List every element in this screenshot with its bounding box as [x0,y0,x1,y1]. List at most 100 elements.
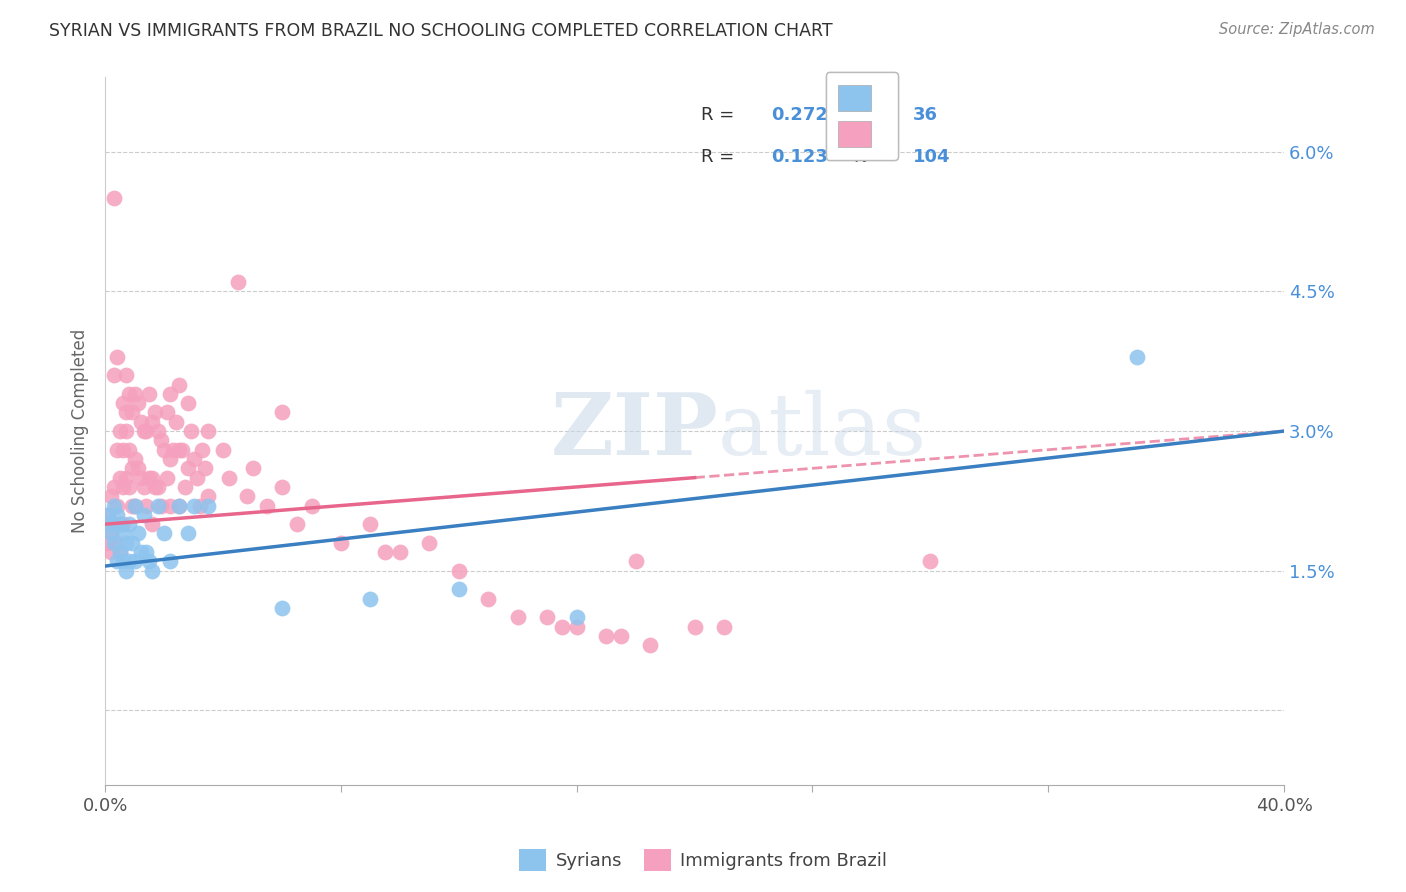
Point [148,424,170,438]
Text: N =: N = [853,106,889,124]
Point [256,499,278,513]
Point [148,480,170,494]
Point [141,415,163,429]
Point [713,619,735,633]
Point [1125,350,1147,364]
Point [197,424,219,438]
Point [115,470,138,484]
Point [108,517,131,532]
Point [111,526,134,541]
Point [105,554,128,568]
Point [271,405,294,419]
Text: 36: 36 [912,106,938,124]
Point [115,424,138,438]
Point [359,517,381,532]
Point [105,442,128,457]
Point [565,619,588,633]
Point [150,434,173,448]
Point [132,424,155,438]
Point [551,619,574,633]
Point [103,480,125,494]
Point [121,499,143,513]
Point [129,470,152,484]
Point [143,480,166,494]
Text: 0.272: 0.272 [772,106,828,124]
Point [330,535,353,549]
Legend: Syrians, Immigrants from Brazil: Syrians, Immigrants from Brazil [512,842,894,879]
Point [111,480,134,494]
Point [121,535,143,549]
Point [108,424,131,438]
Point [153,442,176,457]
Point [132,480,155,494]
Point [610,629,633,643]
Point [271,601,294,615]
Point [285,517,308,532]
Point [167,499,190,513]
Point [683,619,706,633]
Point [183,499,205,513]
Point [111,442,134,457]
Point [159,387,181,401]
Point [506,610,529,624]
Point [188,499,211,513]
Text: ZIP: ZIP [550,389,718,473]
Point [108,545,131,559]
Point [124,499,146,513]
Point [105,499,128,513]
Point [108,470,131,484]
Point [359,591,381,606]
Point [135,424,157,438]
Point [226,275,249,289]
Text: R =: R = [700,148,734,166]
Point [129,415,152,429]
Text: SYRIAN VS IMMIGRANTS FROM BRAZIL NO SCHOOLING COMPLETED CORRELATION CHART: SYRIAN VS IMMIGRANTS FROM BRAZIL NO SCHO… [49,22,832,40]
Legend: , : , [825,72,898,160]
Point [108,545,131,559]
Point [156,470,179,484]
Point [138,387,160,401]
Point [477,591,499,606]
Point [118,554,141,568]
Point [105,350,128,364]
Point [138,554,160,568]
Point [197,499,219,513]
Point [212,442,235,457]
Point [103,499,125,513]
Point [111,517,134,532]
Point [100,489,122,503]
Point [536,610,558,624]
Point [235,489,257,503]
Point [565,610,588,624]
Point [105,508,128,522]
Point [153,526,176,541]
Point [118,387,141,401]
Point [177,526,200,541]
Text: 104: 104 [912,148,950,166]
Point [103,191,125,205]
Point [388,545,411,559]
Point [159,499,181,513]
Point [111,554,134,568]
Point [115,405,138,419]
Point [97,508,120,522]
Point [103,517,125,532]
Point [118,480,141,494]
Point [374,545,396,559]
Point [124,499,146,513]
Point [127,461,149,475]
Point [218,470,240,484]
Point [135,499,157,513]
Point [447,582,470,597]
Point [111,396,134,410]
Point [177,396,200,410]
Point [242,461,264,475]
Point [301,499,323,513]
Point [103,368,125,383]
Point [97,535,120,549]
Point [118,517,141,532]
Point [141,564,163,578]
Point [150,499,173,513]
Point [271,480,294,494]
Point [180,424,202,438]
